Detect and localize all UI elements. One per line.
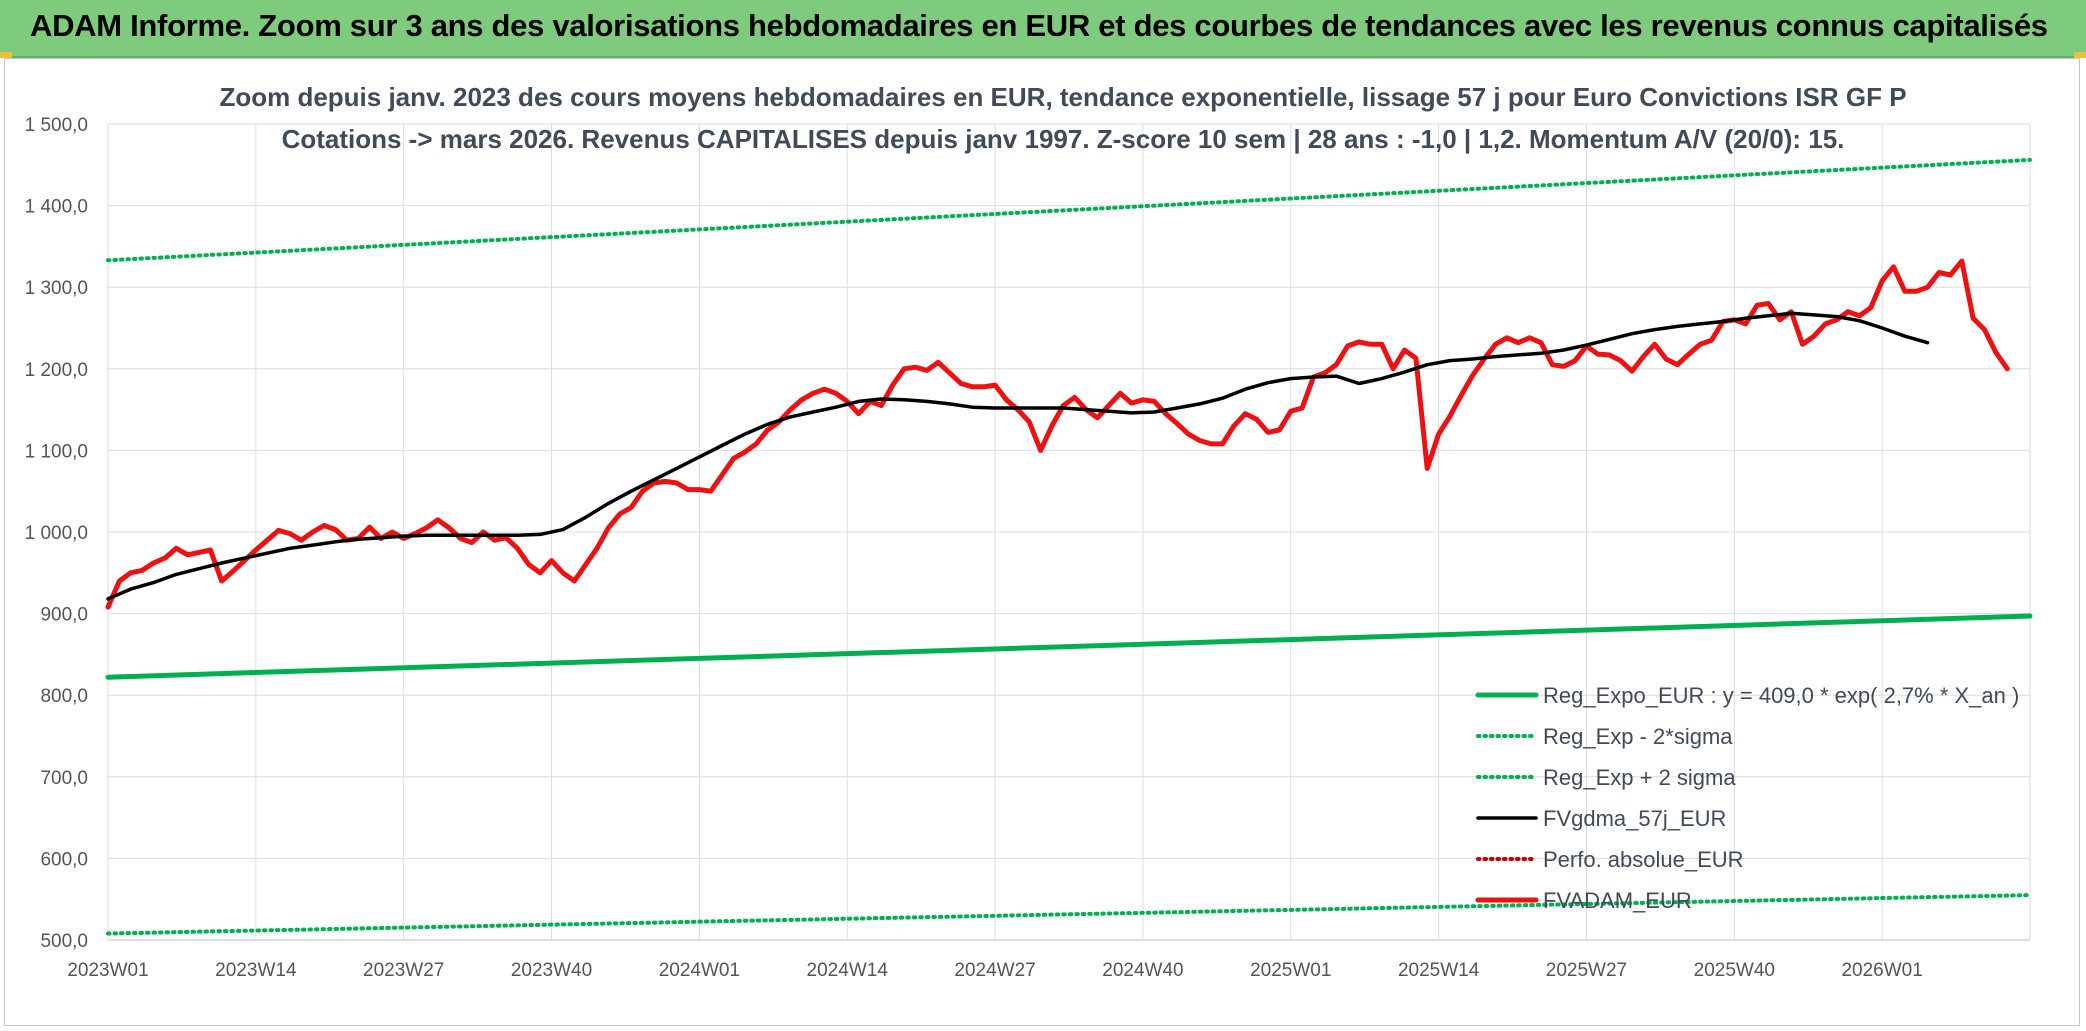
y-tick-label: 500,0 bbox=[40, 931, 88, 952]
y-tick-label: 1 300,0 bbox=[25, 278, 88, 299]
y-tick-label: 800,0 bbox=[40, 686, 88, 707]
y-tick-label: 1 500,0 bbox=[25, 115, 88, 136]
series-lines bbox=[105, 157, 2033, 936]
y-axis-ticks: 500,0 600,0 700,0 800,0 900,0 1 000,0 1 100,0 1… bbox=[25, 115, 88, 952]
x-tick-label: 2023W01 bbox=[67, 960, 148, 981]
x-axis-ticks: 2023W01 2023W14 2023W27 2023W40 2024W01 2024W… bbox=[67, 960, 1922, 981]
legend-label: Reg_Exp + 2 sigma bbox=[1543, 765, 1736, 790]
x-tick-label: 2024W01 bbox=[659, 960, 740, 981]
corner-accent-left bbox=[0, 52, 12, 58]
legend-label: FVADAM_EUR bbox=[1543, 888, 1692, 913]
series-line bbox=[106, 893, 2032, 936]
legend: Reg_Expo_EUR : y = 409,0 * exp( 2,7% * X… bbox=[1475, 683, 2019, 913]
x-tick-label: 2024W40 bbox=[1102, 960, 1183, 981]
legend-label: FVgdma_57j_EUR bbox=[1543, 806, 1726, 831]
y-tick-label: 1 000,0 bbox=[25, 523, 88, 544]
x-tick-label: 2025W14 bbox=[1398, 960, 1480, 981]
series-line bbox=[105, 613, 2033, 680]
x-tick-label: 2025W40 bbox=[1694, 960, 1775, 981]
report-title: ADAM Informe. Zoom sur 3 ans des valoris… bbox=[30, 8, 2048, 43]
x-tick-label: 2023W40 bbox=[511, 960, 592, 981]
y-tick-label: 1 100,0 bbox=[25, 441, 88, 462]
y-tick-label: 700,0 bbox=[40, 768, 88, 789]
chart-title: Zoom depuis janv. 2023 des cours moyens … bbox=[219, 82, 1907, 112]
y-tick-label: 600,0 bbox=[40, 849, 88, 870]
series-line bbox=[106, 157, 2032, 263]
y-tick-label: 900,0 bbox=[40, 605, 88, 626]
x-tick-label: 2023W14 bbox=[215, 960, 297, 981]
report-banner: ADAM Informe. Zoom sur 3 ans des valoris… bbox=[0, 0, 2086, 58]
x-tick-label: 2024W27 bbox=[954, 960, 1035, 981]
legend-label: Perfo. absolue_EUR bbox=[1543, 847, 1744, 872]
x-tick-label: 2025W01 bbox=[1250, 960, 1331, 981]
corner-accent-right bbox=[2074, 52, 2086, 58]
x-tick-label: 2026W01 bbox=[1841, 960, 1922, 981]
series-line bbox=[105, 258, 2010, 610]
x-tick-label: 2025W27 bbox=[1546, 960, 1627, 981]
x-tick-label: 2024W14 bbox=[807, 960, 889, 981]
legend-label: Reg_Exp - 2*sigma bbox=[1543, 724, 1733, 749]
chart-grid bbox=[107, 123, 2031, 941]
chart-subtitle: Cotations -> mars 2026. Revenus CAPITALI… bbox=[281, 124, 1845, 154]
y-tick-label: 1 200,0 bbox=[25, 360, 88, 381]
legend-label: Reg_Expo_EUR : y = 409,0 * exp( 2,7% * X… bbox=[1543, 683, 2019, 708]
series-line bbox=[106, 311, 1930, 601]
x-tick-label: 2023W27 bbox=[363, 960, 444, 981]
y-tick-label: 1 400,0 bbox=[25, 197, 88, 218]
